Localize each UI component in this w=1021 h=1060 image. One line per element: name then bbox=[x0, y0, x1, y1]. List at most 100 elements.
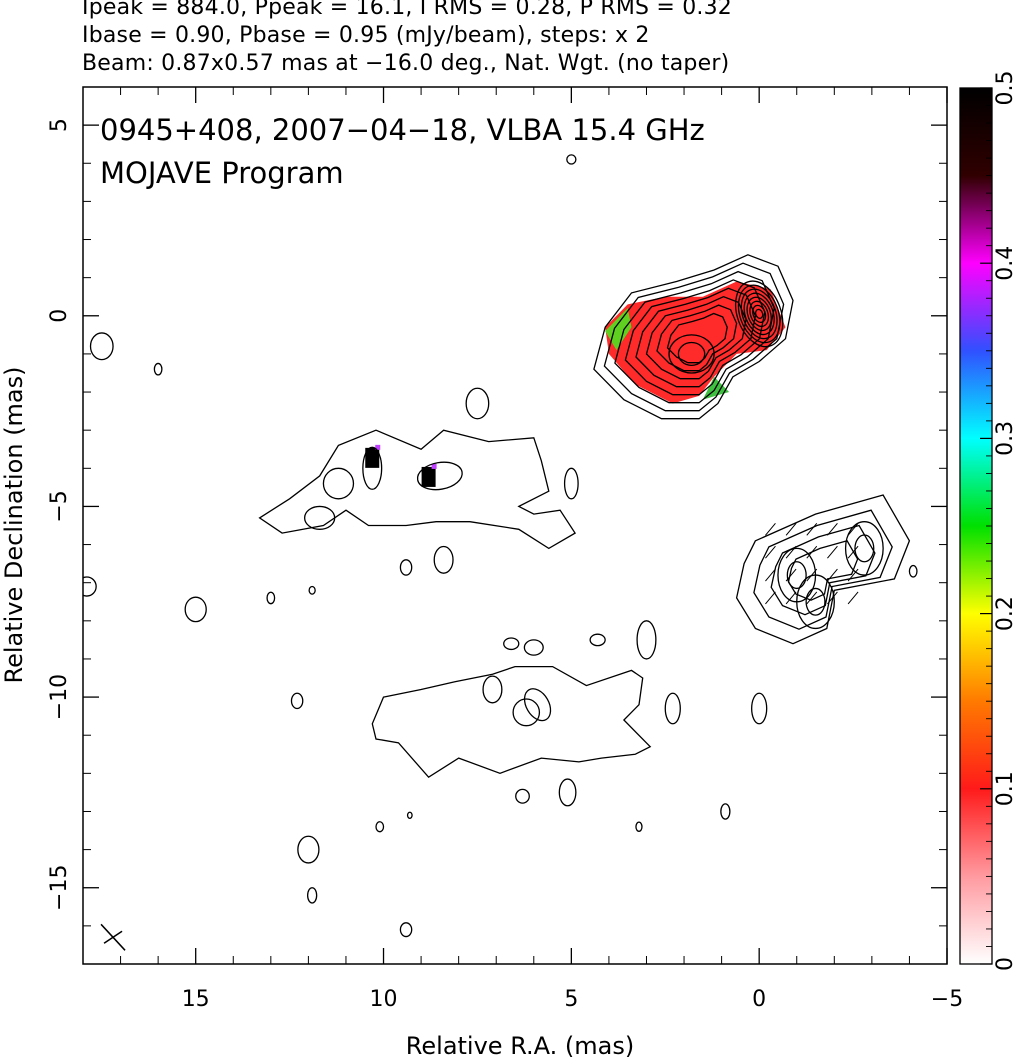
fractional-pol-patch-1 bbox=[421, 466, 436, 487]
core-contour-5 bbox=[645, 295, 747, 380]
contour-island-6 bbox=[399, 559, 413, 576]
diffuse-knot-b bbox=[322, 467, 355, 500]
component-contour-b bbox=[677, 341, 706, 367]
contour-island-1 bbox=[184, 596, 207, 623]
contour-island-10 bbox=[375, 821, 385, 833]
core-peak-contour-3 bbox=[740, 288, 778, 340]
pol-vector-tick bbox=[806, 522, 818, 536]
colorbar-layer: 0 0.1 0.2 0.3 0.4 0.5 bbox=[959, 71, 1018, 971]
contour-island-15 bbox=[515, 788, 530, 804]
pol-vector-tick bbox=[765, 545, 776, 559]
contour-island-13 bbox=[306, 887, 318, 904]
contour-island-12 bbox=[297, 835, 320, 864]
x-tick-label: 15 bbox=[182, 987, 210, 1012]
contour-island-16 bbox=[558, 778, 577, 807]
y-tick-label: 5 bbox=[47, 118, 72, 132]
y-tick-label: −5 bbox=[47, 490, 72, 522]
core-contour-2 bbox=[614, 270, 775, 404]
contour-island-19 bbox=[720, 803, 731, 820]
diffuse-lower-outer bbox=[371, 665, 652, 779]
diffuse-knot-f bbox=[482, 675, 503, 704]
sw-component-inner-1 bbox=[854, 534, 875, 563]
contour-island-3 bbox=[89, 332, 114, 361]
diffuse-emission-contours bbox=[83, 154, 918, 938]
contour-island-11 bbox=[406, 811, 413, 819]
contour-island-14 bbox=[399, 922, 413, 938]
core-contour-1 bbox=[603, 262, 785, 412]
sw-contour-outer bbox=[735, 494, 911, 645]
diffuse-knot-c bbox=[416, 461, 463, 491]
fractional-pol-patch-0 bbox=[365, 447, 380, 468]
diffuse-knot-i bbox=[523, 639, 544, 656]
pol-vector-tick bbox=[827, 545, 838, 559]
contour-island-4 bbox=[266, 591, 276, 605]
colorbar-tick-label: 0.4 bbox=[993, 246, 1018, 281]
x-axis-title: Relative R.A. (mas) bbox=[406, 1032, 634, 1060]
contour-island-0 bbox=[566, 154, 577, 165]
core-peak-contour-8 bbox=[754, 308, 764, 319]
core-peak-contour-2 bbox=[737, 284, 781, 344]
core-peak-contour-6 bbox=[749, 300, 770, 328]
sw-component-1 bbox=[844, 521, 884, 576]
diffuse-knot-g bbox=[512, 698, 541, 727]
pol-vector-tick bbox=[806, 545, 818, 559]
core-contour-3 bbox=[624, 279, 766, 396]
pol-vector-tick bbox=[785, 591, 797, 605]
pol-vector-tick bbox=[765, 522, 776, 536]
pol-vector-tick bbox=[827, 568, 838, 582]
map-frame bbox=[82, 86, 948, 965]
contour-island-8 bbox=[563, 467, 579, 500]
core-contour-6 bbox=[656, 304, 738, 372]
core-peak-contour-5 bbox=[746, 296, 772, 332]
core-peak-contour-7 bbox=[752, 304, 767, 324]
header-line-ibase: Ibase = 0.90, Pbase = 0.95 (mJy/beam), s… bbox=[82, 23, 650, 48]
intensity-map-layer bbox=[83, 154, 918, 951]
y-tick-label: 0 bbox=[47, 309, 72, 323]
core-contour-7 bbox=[666, 312, 728, 364]
contour-island-17 bbox=[664, 692, 681, 725]
contour-island-24 bbox=[83, 576, 97, 597]
header-line-beam: Beam: 0.87x0.57 mas at −16.0 deg., Nat. … bbox=[82, 51, 730, 76]
beam-minor-axis bbox=[103, 930, 123, 944]
pol-vector-tick bbox=[806, 591, 818, 605]
pol-vector-tick bbox=[847, 591, 859, 605]
core-contours bbox=[593, 254, 794, 420]
pol-vector-tick bbox=[785, 568, 797, 582]
diffuse-knot-d bbox=[303, 505, 336, 530]
southwest-component-contours bbox=[735, 494, 911, 645]
pol-vector-tick bbox=[847, 568, 859, 582]
sw-component-inner-0 bbox=[786, 561, 807, 590]
diffuse-upper-outer bbox=[258, 429, 577, 550]
axis-ticks-layer: 15 10 5 0 −5 5 0 −5 −10 −15 bbox=[47, 86, 963, 1012]
core-peak-contour-4 bbox=[743, 292, 775, 336]
x-tick-label: −5 bbox=[931, 987, 963, 1012]
pol-vector-tick bbox=[827, 591, 838, 605]
component-contour-a bbox=[668, 334, 715, 374]
core-peak-contour-1 bbox=[734, 280, 784, 348]
colorbar-tick-label: 0.1 bbox=[993, 771, 1018, 806]
contour-island-9 bbox=[290, 692, 304, 710]
y-axis-title: Relative Declination (mas) bbox=[0, 366, 28, 683]
x-tick-label: 0 bbox=[752, 987, 766, 1012]
pol-vector-tick bbox=[827, 522, 838, 536]
diffuse-knot-a bbox=[362, 446, 383, 490]
pol-vector-tick bbox=[847, 545, 859, 559]
colorbar-tick-label: 0.3 bbox=[993, 421, 1018, 456]
sw-component-inner-2 bbox=[805, 587, 826, 616]
y-tick-label: −15 bbox=[47, 865, 72, 911]
pol-vector-tick bbox=[806, 568, 818, 582]
contour-island-21 bbox=[636, 620, 657, 660]
contour-island-20 bbox=[635, 821, 643, 832]
contour-island-5 bbox=[308, 585, 316, 595]
pol-vector-tick bbox=[847, 522, 859, 536]
x-tick-label: 5 bbox=[564, 987, 578, 1012]
fractional-pol-edge-0 bbox=[375, 444, 381, 450]
contour-island-18 bbox=[751, 692, 768, 725]
pol-vector-tick bbox=[765, 591, 776, 605]
contour-island-22 bbox=[589, 633, 606, 647]
contour-island-7 bbox=[433, 545, 454, 574]
contour-island-23 bbox=[908, 564, 918, 578]
contour-island-2 bbox=[153, 362, 163, 376]
pol-vector-tick bbox=[765, 568, 776, 582]
